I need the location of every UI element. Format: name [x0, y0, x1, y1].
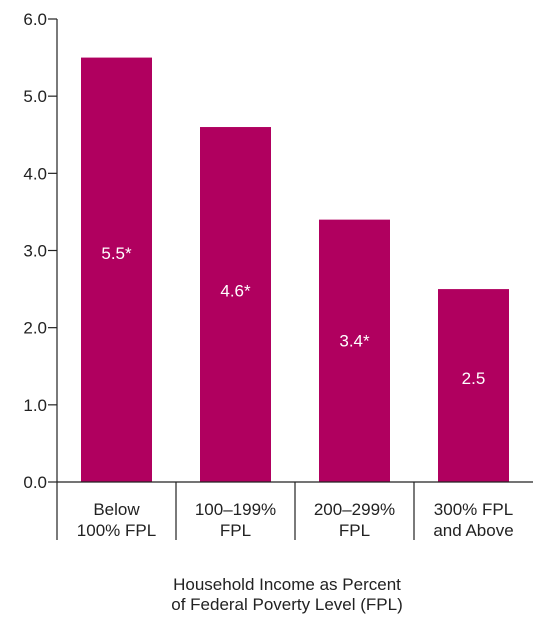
- y-axis: 0.0 1.0 2.0 3.0 4.0 5.0 6.0: [23, 10, 58, 492]
- x-axis: Below 100% FPL 100–199% FPL 200–299% FPL 300% …: [56, 481, 533, 540]
- y-tick-label: 3.0: [23, 242, 47, 261]
- x-category-label: FPL: [339, 521, 370, 540]
- bars: 5.5* 4.6* 3.4* 2.5: [81, 57, 509, 483]
- x-category-label: 100–199%: [195, 500, 276, 519]
- x-axis-title-line: of Federal Poverty Level (FPL): [171, 595, 402, 614]
- bar-value-label: 5.5*: [101, 244, 132, 263]
- bar-value-label: 2.5: [462, 369, 486, 388]
- x-category-label: 100% FPL: [77, 521, 156, 540]
- bar: [438, 289, 509, 482]
- y-tick-label: 0.0: [23, 473, 47, 492]
- bar-value-label: 4.6*: [220, 281, 251, 300]
- bar: [200, 127, 271, 483]
- x-category-label: 300% FPL: [434, 500, 513, 519]
- x-category-label: Below: [93, 500, 140, 519]
- bar: [81, 57, 152, 482]
- bar-value-label: 3.4*: [339, 331, 370, 350]
- x-category-label: and Above: [433, 521, 513, 540]
- y-tick-label: 2.0: [23, 319, 47, 338]
- y-tick-label: 4.0: [23, 164, 47, 183]
- y-tick-label: 6.0: [23, 10, 47, 29]
- x-category-label: 200–299%: [314, 500, 395, 519]
- x-category-label: FPL: [220, 521, 251, 540]
- y-tick-label: 5.0: [23, 87, 47, 106]
- x-axis-title-line: Household Income as Percent: [173, 575, 401, 594]
- y-tick-label: 1.0: [23, 396, 47, 415]
- bar: [319, 219, 390, 482]
